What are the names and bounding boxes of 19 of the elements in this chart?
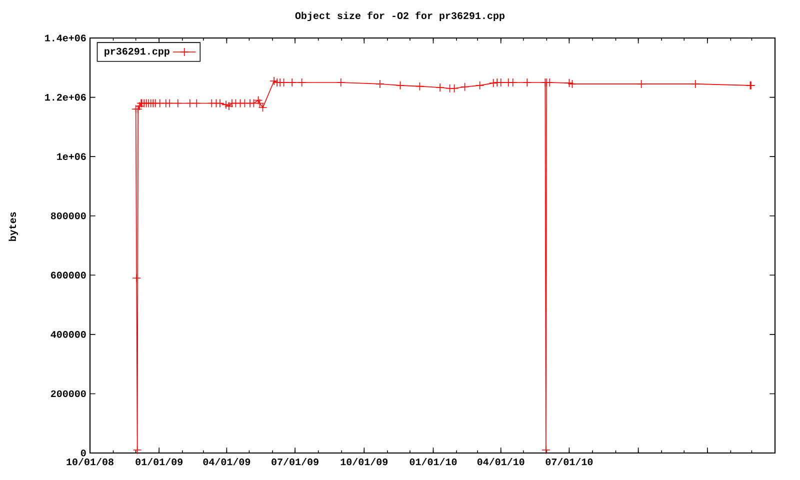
- x-tick-label: 10/01/09: [340, 458, 388, 466]
- y-tick-label: 200000: [51, 390, 86, 398]
- y-tick-label: 600000: [51, 272, 86, 279]
- x-tick-label: 07/01/10: [546, 458, 593, 466]
- x-tick-label: 01/01/09: [136, 458, 182, 466]
- x-tick-label: 10/01/08: [66, 458, 114, 466]
- x-tick-label: 04/01/09: [203, 458, 250, 466]
- chart-title: Object size for -O2 for pr36291.cpp: [295, 12, 505, 22]
- legend-label: pr36291.cpp: [104, 48, 170, 57]
- y-tick-label: 0: [80, 450, 86, 456]
- x-tick-label: 04/01/10: [477, 458, 524, 466]
- y-tick-label: 1e+06: [57, 153, 86, 160]
- y-tick-label: 400000: [50, 331, 86, 338]
- y-tick-label: 1.2e+06: [45, 94, 86, 101]
- y-tick-label: 800000: [50, 212, 86, 220]
- y-axis-title: bytes: [8, 212, 18, 241]
- x-tick-label: 07/01/09: [272, 458, 318, 466]
- x-tick-label: 01/01/10: [410, 458, 457, 466]
- y-tick-label: 1.4e+06: [45, 34, 86, 42]
